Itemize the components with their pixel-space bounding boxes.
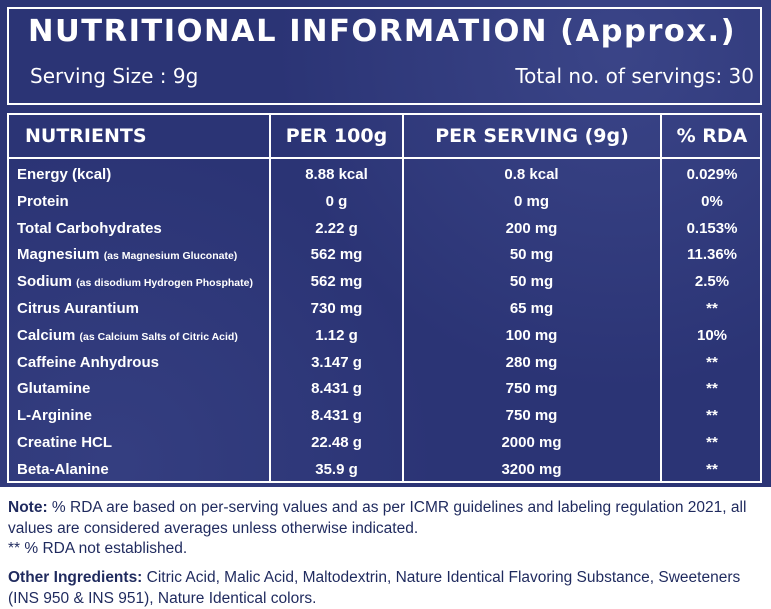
per-100g-value: 562 mg <box>310 246 363 264</box>
nutrient-name: L-Arginine <box>17 407 92 425</box>
rda-value: 11.36% <box>686 246 738 264</box>
other-ingredients: Other Ingredients: Citric Acid, Malic Ac… <box>8 568 748 609</box>
table-row: Total Carbohydrates 2.22 g 200 mg 0.153% <box>7 216 762 243</box>
header-box <box>7 7 762 105</box>
per-serving-value: 0 mg <box>513 192 549 210</box>
per-100g-value: 35.9 g <box>315 460 358 478</box>
per-serving-value: 100 mg <box>505 326 558 344</box>
table-row: Creatine HCL 22.48 g 2000 mg ** <box>7 430 762 457</box>
nutrient-name: Protein <box>17 192 69 210</box>
rda-value: ** <box>706 407 718 425</box>
column-header-nutrients: NUTRIENTS <box>25 125 147 147</box>
per-serving-value: 2000 mg <box>501 433 562 451</box>
table-row: Magnesium (as Magnesium Gluconate) 562 m… <box>7 242 762 269</box>
nutrient-name: Creatine HCL <box>17 433 113 451</box>
per-serving-value: 0.8 kcal <box>504 166 559 183</box>
table-row: Caffeine Anhydrous 3.147 g 280 mg ** <box>7 350 762 377</box>
nutrient-name: Glutamine <box>17 380 91 398</box>
serving-size: Serving Size : 9g <box>30 64 199 88</box>
nutrient-name: Calcium (as Calcium Salts of Citric Acid… <box>17 326 238 344</box>
per-100g-value: 1.12 g <box>315 326 358 344</box>
per-serving-value: 280 mg <box>505 353 558 371</box>
total-servings: Total no. of servings: 30 <box>515 64 754 88</box>
note-body: % RDA are based on per-serving values an… <box>8 499 747 537</box>
table-body: Energy (kcal) 8.88 kcal 0.8 kcal 0.029% … <box>7 162 762 484</box>
column-divider <box>660 113 662 483</box>
column-header-rda: % RDA <box>676 125 748 147</box>
ingredients-label: Other Ingredients: <box>8 569 143 586</box>
column-header-per-serving: PER SERVING (9g) <box>435 125 629 147</box>
page-title: NUTRITIONAL INFORMATION (Approx.) <box>28 14 737 49</box>
per-100g-value: 8.88 kcal <box>305 166 368 183</box>
note-label: Note: <box>8 499 48 516</box>
nutrient-name: Magnesium (as Magnesium Gluconate) <box>17 246 238 264</box>
rda-value: ** <box>706 433 718 451</box>
per-serving-value: 50 mg <box>509 273 554 291</box>
header-divider <box>7 157 762 159</box>
table-row: Citrus Aurantium 730 mg 65 mg ** <box>7 296 762 323</box>
per-serving-value: 50 mg <box>509 246 554 264</box>
table-row: Glutamine 8.431 g 750 mg ** <box>7 376 762 403</box>
nutrient-name: Beta-Alanine <box>17 460 109 478</box>
nutrition-panel: NUTRITIONAL INFORMATION (Approx.) Servin… <box>0 0 771 487</box>
table-row: Calcium (as Calcium Salts of Citric Acid… <box>7 323 762 350</box>
rda-value: 0.029% <box>686 166 738 183</box>
nutrient-name: Energy (kcal) <box>17 166 112 183</box>
per-serving-value: 65 mg <box>509 299 554 317</box>
nutrient-name: Citrus Aurantium <box>17 299 139 317</box>
column-divider <box>402 113 404 483</box>
column-header-per-100g: PER 100g <box>285 125 388 147</box>
table-row: L-Arginine 8.431 g 750 mg ** <box>7 403 762 430</box>
per-100g-value: 3.147 g <box>311 353 362 371</box>
rda-value: ** <box>706 460 718 478</box>
rda-value: 0% <box>701 192 723 210</box>
per-100g-value: 8.431 g <box>311 407 362 425</box>
nutrient-name: Sodium (as disodium Hydrogen Phosphate) <box>17 273 253 291</box>
table-row: Energy (kcal) 8.88 kcal 0.8 kcal 0.029% <box>7 162 762 189</box>
rda-value: ** <box>706 380 718 398</box>
per-serving-value: 200 mg <box>505 219 558 237</box>
column-divider <box>269 113 271 483</box>
nutrition-table <box>7 113 762 483</box>
per-serving-value: 3200 mg <box>501 460 562 478</box>
rda-value: 2.5% <box>694 273 730 291</box>
per-100g-value: 0 g <box>325 192 348 210</box>
rda-value: ** <box>706 353 718 371</box>
per-100g-value: 2.22 g <box>315 219 358 237</box>
per-100g-value: 8.431 g <box>311 380 362 398</box>
table-row: Sodium (as disodium Hydrogen Phosphate) … <box>7 269 762 296</box>
per-100g-value: 22.48 g <box>311 433 362 451</box>
note-footnote: ** % RDA not established. <box>8 540 188 557</box>
per-serving-value: 750 mg <box>505 407 558 425</box>
table-row: Beta-Alanine 35.9 g 3200 mg ** <box>7 457 762 484</box>
per-100g-value: 730 mg <box>310 299 363 317</box>
rda-value: ** <box>706 299 718 317</box>
nutrient-name: Total Carbohydrates <box>17 219 162 237</box>
nutrient-name: Caffeine Anhydrous <box>17 353 159 371</box>
per-100g-value: 562 mg <box>310 273 363 291</box>
rda-value: 0.153% <box>686 219 738 237</box>
rda-value: 10% <box>696 326 728 344</box>
per-serving-value: 750 mg <box>505 380 558 398</box>
note-text: Note: % RDA are based on per-serving val… <box>8 498 748 560</box>
table-row: Protein 0 g 0 mg 0% <box>7 189 762 216</box>
ingredients-text: Citric Acid, Malic Acid, Maltodextrin, N… <box>8 569 741 607</box>
